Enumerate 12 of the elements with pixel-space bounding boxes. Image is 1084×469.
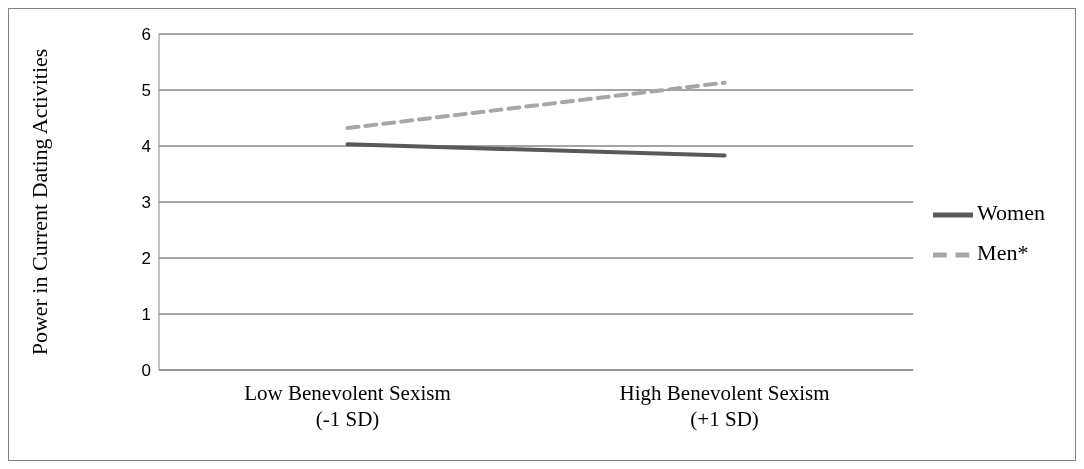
y-tick-label: 1 xyxy=(141,305,151,325)
legend-label: Men* xyxy=(977,239,1029,265)
y-tick-label: 5 xyxy=(141,81,151,101)
y-tick-label: 4 xyxy=(141,137,151,157)
y-tick-label: 2 xyxy=(141,249,151,269)
x-tick-label: High Benevolent Sexism (+1 SD) xyxy=(619,381,830,431)
y-tick-label: 0 xyxy=(141,361,151,381)
x-tick-label: Low Benevolent Sexism (-1 SD) xyxy=(244,381,451,431)
y-axis-title: Power in Current Dating Activities xyxy=(26,48,52,356)
y-tick-label: 3 xyxy=(141,193,151,213)
legend-label: Women xyxy=(977,199,1045,225)
y-tick-label: 6 xyxy=(141,25,151,45)
